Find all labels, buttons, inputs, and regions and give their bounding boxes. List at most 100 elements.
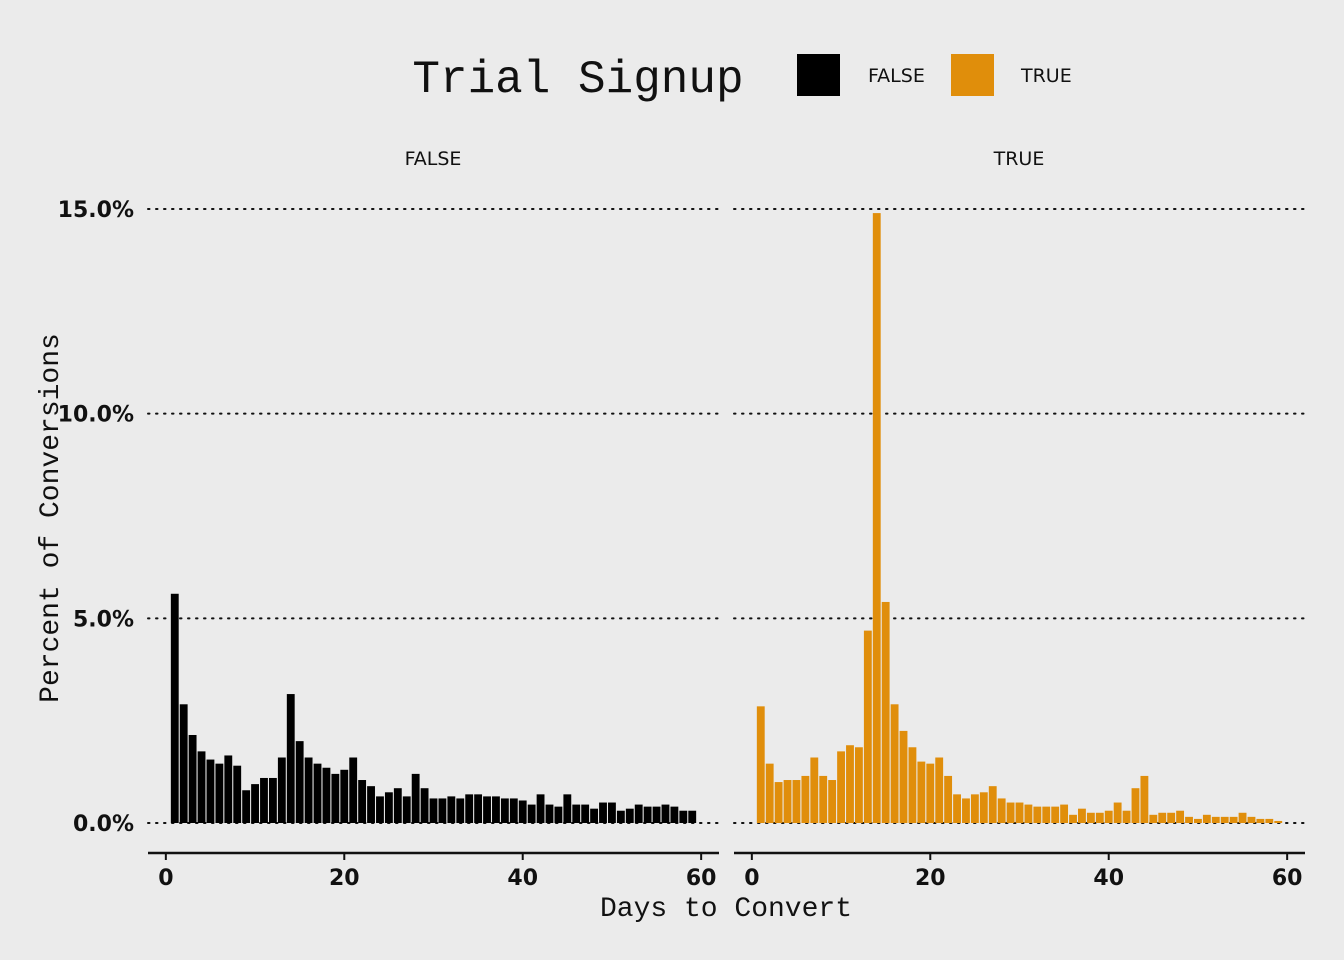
bar <box>527 804 536 823</box>
bar <box>765 763 774 823</box>
bar <box>1122 810 1131 823</box>
bar <box>1015 802 1024 823</box>
x-ticks: 0 20 40 60 <box>744 853 1302 891</box>
x-tick-label: 0 <box>158 866 173 891</box>
bar <box>358 780 367 823</box>
bar <box>554 806 563 823</box>
bar <box>518 800 527 823</box>
legend-key-false <box>797 54 840 96</box>
y-tick-label: 15.0% <box>58 198 134 223</box>
bar <box>872 213 881 824</box>
legend-title: Trial Signup <box>412 54 743 106</box>
bar <box>170 593 179 823</box>
bar <box>774 782 783 823</box>
bar <box>1060 804 1069 823</box>
bar <box>1194 818 1202 823</box>
bar <box>233 765 242 823</box>
bar <box>599 802 607 823</box>
bar <box>1033 806 1042 823</box>
bar <box>420 788 429 823</box>
x-tick-label: 20 <box>915 866 946 891</box>
bar <box>188 734 197 823</box>
bar <box>572 804 581 823</box>
bar <box>679 810 688 823</box>
bar <box>1078 808 1086 823</box>
bar <box>801 775 810 823</box>
bar <box>242 790 251 823</box>
bar <box>260 777 268 823</box>
bar <box>1104 810 1113 823</box>
bar <box>251 784 259 823</box>
bar <box>881 601 890 823</box>
bar <box>854 747 863 823</box>
bar <box>1202 814 1211 823</box>
y-tick-label: 10.0% <box>58 403 134 428</box>
bar <box>179 704 188 823</box>
bar <box>1274 820 1283 823</box>
bar <box>483 796 491 823</box>
bar <box>1247 816 1256 823</box>
bar <box>917 761 926 823</box>
bar <box>474 794 483 823</box>
y-axis-title: Percent of Conversions <box>36 333 67 703</box>
x-axis-title: Days to Convert <box>600 894 852 925</box>
facet-panel-true: TRUE 0 20 40 60 <box>733 148 1306 891</box>
bar <box>313 763 322 823</box>
bar <box>935 757 944 823</box>
bar <box>286 694 295 823</box>
bar <box>322 767 331 823</box>
bar <box>652 806 661 823</box>
x-tick-label: 60 <box>686 866 717 891</box>
bar <box>643 806 652 823</box>
bar <box>1042 806 1051 823</box>
bar <box>1149 814 1158 823</box>
bar <box>1024 804 1033 823</box>
bars <box>756 213 1283 824</box>
bar <box>268 777 277 823</box>
bar <box>1131 788 1140 823</box>
bar <box>997 798 1006 823</box>
bar <box>590 808 599 823</box>
bar <box>402 796 411 823</box>
bar <box>465 794 474 823</box>
bar <box>837 751 845 823</box>
bar <box>367 786 375 823</box>
bar <box>1185 816 1193 823</box>
bar <box>581 804 590 823</box>
bar <box>783 780 792 823</box>
bar <box>438 798 447 823</box>
strip-label-false: FALSE <box>405 148 462 170</box>
bar <box>863 630 872 823</box>
bar <box>509 798 518 823</box>
bar <box>1176 810 1185 823</box>
bar <box>1158 812 1167 823</box>
bar <box>1006 802 1015 823</box>
y-tick-labels: 0.0% 5.0% 10.0% 15.0% <box>58 198 134 837</box>
bar <box>828 780 837 823</box>
bar <box>1140 775 1149 823</box>
bar <box>429 798 438 823</box>
bar <box>492 796 500 823</box>
bar <box>661 804 670 823</box>
bar <box>224 755 233 823</box>
gridlines <box>733 208 1306 824</box>
bar <box>1256 818 1265 823</box>
x-tick-label: 0 <box>744 866 759 891</box>
y-tick-label: 5.0% <box>73 607 134 632</box>
bar <box>1051 806 1060 823</box>
bar <box>953 794 961 823</box>
bar <box>810 757 819 823</box>
bar <box>1086 812 1095 823</box>
bar <box>331 773 340 823</box>
bar <box>1113 802 1122 823</box>
bar <box>988 786 997 823</box>
bar <box>1238 812 1247 823</box>
bar <box>1069 814 1077 823</box>
bar <box>1095 812 1104 823</box>
bar <box>890 704 899 823</box>
bar <box>792 780 801 823</box>
bar <box>456 798 465 823</box>
bars <box>170 593 697 823</box>
bar <box>944 775 953 823</box>
bar <box>295 741 304 823</box>
